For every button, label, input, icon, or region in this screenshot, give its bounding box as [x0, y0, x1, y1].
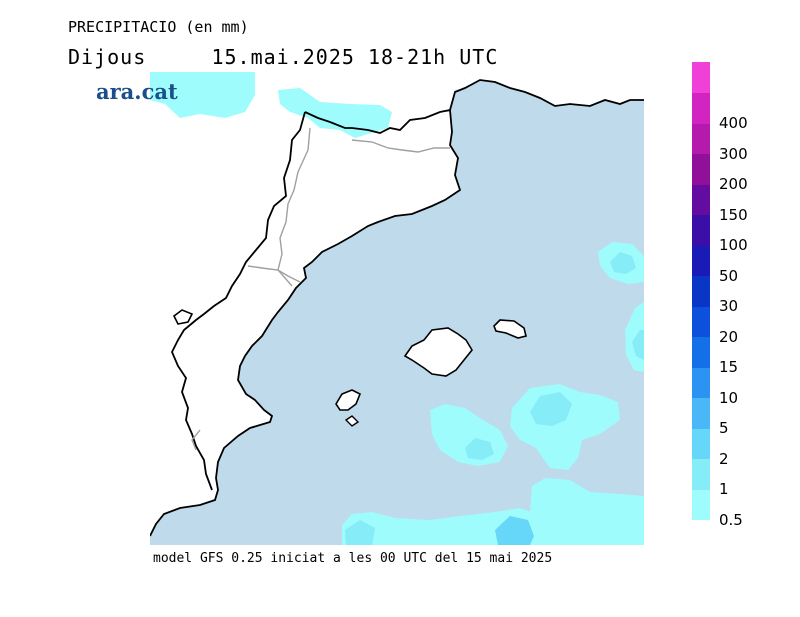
legend-swatch	[692, 367, 710, 399]
legend-label: 300	[719, 144, 748, 163]
border-catalonia-aragon	[277, 127, 311, 287]
precip-area-north-1	[150, 72, 255, 118]
precipitation-map	[150, 72, 644, 545]
legend-swatch	[692, 184, 710, 216]
mallorca	[403, 327, 473, 377]
border-france-region	[351, 139, 450, 153]
eivissa	[335, 389, 362, 411]
precip-area-south-4-core-2	[495, 516, 534, 545]
precipitation-legend: 0.5 1 2 5 10 15 20 30 50 100 150 200 300 400	[692, 62, 792, 532]
land-france	[455, 72, 644, 106]
forecast-time: Dijous 15.mai.2025 18-21h UTC	[68, 45, 498, 69]
legend-swatch	[692, 397, 710, 429]
formentera	[344, 415, 360, 427]
legend-swatch	[692, 153, 710, 185]
legend-label: 400	[719, 114, 748, 133]
border-west	[171, 111, 306, 491]
legend-swatch	[692, 92, 710, 124]
precip-area-south-4-core	[345, 520, 375, 545]
logo: ara.cat	[96, 79, 178, 104]
legend-swatch	[692, 336, 710, 368]
legend-label: 150	[719, 205, 748, 224]
menorca	[493, 319, 527, 339]
legend-swatch	[692, 489, 710, 521]
legend-swatch	[692, 428, 710, 460]
border-valencia-inland	[191, 429, 201, 451]
legend-label: 20	[719, 327, 739, 346]
forecast-datetime: 15.mai.2025 18-21h UTC	[211, 45, 499, 69]
legend-swatch	[692, 458, 710, 490]
precip-area-south-1-core	[530, 392, 572, 426]
land-mainland	[150, 72, 470, 536]
legend-label: 15	[719, 358, 739, 377]
legend-swatch	[692, 62, 710, 94]
legend-label: 5	[719, 419, 729, 438]
legend-label: 0.5	[719, 511, 743, 529]
coastline	[150, 79, 644, 537]
legend-label: 30	[719, 297, 739, 316]
regional-borders	[191, 127, 450, 451]
precip-area-east-1-core	[610, 252, 636, 274]
precip-area-east-2-core	[632, 330, 644, 360]
precip-area-south-2-core	[465, 438, 494, 460]
legend-swatch	[692, 306, 710, 338]
legend-swatch	[692, 245, 710, 277]
precip-area-south-5	[610, 508, 644, 545]
border-catalonia-valencia	[247, 265, 301, 283]
border-north-spur	[172, 309, 194, 325]
legend-label: 1	[719, 480, 729, 499]
precipitation-areas	[150, 72, 644, 545]
legend-label: 100	[719, 236, 748, 255]
legend-label: 200	[719, 175, 748, 194]
border-france	[304, 109, 451, 134]
legend-label: 2	[719, 449, 729, 468]
legend-swatch	[692, 123, 710, 155]
legend-label: 10	[719, 388, 739, 407]
forecast-day: Dijous	[68, 45, 147, 69]
legend-label: 50	[719, 266, 739, 285]
legend-swatch	[692, 275, 710, 307]
legend-swatch	[692, 214, 710, 246]
model-info: model GFS 0.25 iniciat a les 00 UTC del …	[153, 551, 553, 566]
map-title: PRECIPITACIO (en mm)	[68, 18, 249, 36]
precip-area-north-2	[278, 88, 392, 138]
